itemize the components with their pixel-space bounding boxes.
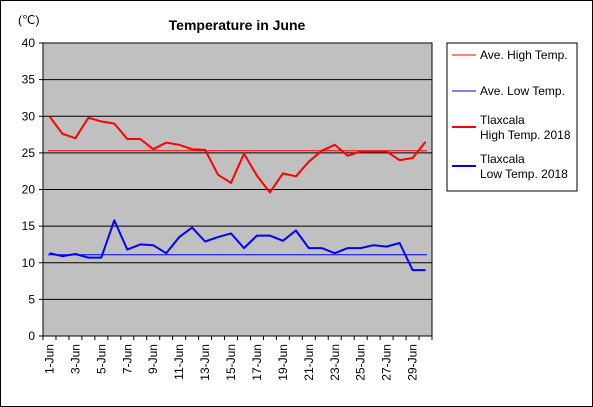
legend-label: Tlaxcala Low Temp. 2018 bbox=[480, 152, 568, 181]
x-tick-label: 25-Jun bbox=[354, 344, 368, 381]
legend-label: Ave. High Temp. bbox=[480, 48, 568, 62]
series-line-3 bbox=[49, 219, 426, 272]
y-tick-label: 15 bbox=[22, 219, 36, 233]
legend-label: Tlaxcala High Temp. 2018 bbox=[480, 113, 571, 142]
x-tick-label: 7-Jun bbox=[120, 344, 134, 374]
y-tick-label: 0 bbox=[28, 329, 35, 343]
legend-label: Ave. Low Temp. bbox=[480, 84, 565, 98]
series-lines bbox=[48, 115, 427, 272]
x-tick-label: 23-Jun bbox=[328, 344, 342, 381]
x-tick-label: 9-Jun bbox=[146, 344, 160, 374]
x-tick-label: 19-Jun bbox=[276, 344, 290, 381]
y-tick-label: 30 bbox=[22, 109, 36, 123]
y-tick-label: 5 bbox=[28, 292, 35, 306]
y-tick-label: 20 bbox=[22, 183, 36, 197]
x-axis-ticks: 1-Jun 3-Jun 5-Jun 7-Jun 9-Jun 11-Jun 13-Jun 15-… bbox=[42, 336, 433, 381]
legend-items: Ave. High Temp. Ave. Low Temp. Tlaxcala Hig… bbox=[452, 48, 571, 181]
y-tick-label: 40 bbox=[22, 36, 36, 50]
chart-title: Temperature in June bbox=[169, 17, 306, 33]
x-tick-label: 13-Jun bbox=[198, 344, 212, 381]
x-tick-label: 11-Jun bbox=[172, 344, 186, 380]
x-tick-label: 1-Jun bbox=[42, 344, 56, 374]
x-tick-label: 5-Jun bbox=[94, 344, 108, 374]
x-tick-label: 15-Jun bbox=[224, 344, 238, 381]
grid-lines bbox=[43, 79, 432, 300]
x-tick-label: 3-Jun bbox=[68, 344, 82, 374]
y-tick-label: 35 bbox=[22, 73, 36, 87]
series-line-2 bbox=[48, 115, 427, 194]
y-axis-ticks: 0 5 10 15 20 25 30 35 40 bbox=[22, 36, 43, 343]
y-unit-label: (℃) bbox=[18, 13, 39, 27]
x-tick-label: 29-Jun bbox=[406, 344, 420, 381]
y-tick-label: 10 bbox=[22, 256, 36, 270]
x-tick-label: 27-Jun bbox=[380, 344, 394, 381]
y-tick-label: 25 bbox=[22, 146, 36, 160]
x-tick-label: 21-Jun bbox=[302, 344, 316, 381]
x-tick-label: 17-Jun bbox=[250, 344, 264, 381]
